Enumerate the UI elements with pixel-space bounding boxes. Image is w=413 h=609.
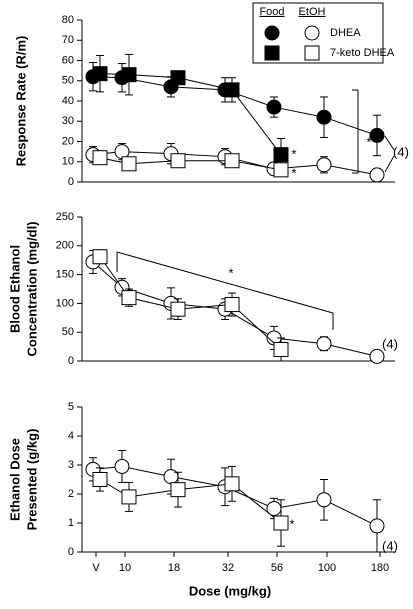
data-point xyxy=(316,109,332,125)
annotation: * xyxy=(291,146,296,161)
data-point xyxy=(170,482,186,498)
y-tick-label: 40 xyxy=(62,95,74,107)
data-point xyxy=(273,162,289,178)
data-point xyxy=(92,66,108,82)
annotation: * xyxy=(228,265,233,280)
y-tick-label: 50 xyxy=(62,326,74,338)
data-point xyxy=(224,82,240,98)
legend-header: EtOH xyxy=(299,6,326,18)
data-point xyxy=(121,67,137,83)
annotation: (4) xyxy=(382,336,398,351)
annotation: (4) xyxy=(382,538,398,553)
y-tick-label: 0 xyxy=(68,355,74,367)
data-point xyxy=(273,515,289,531)
y-tick-label: 80 xyxy=(62,14,74,26)
y-axis-label: Response Rate (R/m) xyxy=(13,36,28,167)
x-tick-label: 32 xyxy=(222,562,234,574)
y-tick-label: 70 xyxy=(62,34,74,46)
data-point xyxy=(264,25,280,41)
x-tick-label: 10 xyxy=(119,562,131,574)
y-tick-label: 0 xyxy=(68,176,74,188)
x-tick-label: V xyxy=(92,562,100,574)
data-point xyxy=(266,99,282,115)
data-point xyxy=(121,489,137,505)
data-point xyxy=(369,167,385,183)
data-point xyxy=(92,150,108,166)
data-point xyxy=(121,290,137,306)
data-point xyxy=(316,492,332,508)
data-point xyxy=(224,297,240,313)
data-point xyxy=(369,348,385,364)
data-point xyxy=(304,45,320,61)
data-point xyxy=(170,301,186,317)
y-tick-label: 3 xyxy=(68,459,74,471)
data-point xyxy=(316,157,332,173)
data-point xyxy=(316,336,332,352)
annotation: (4) xyxy=(393,144,409,159)
annotation: * xyxy=(289,516,294,531)
y-tick-label: 0 xyxy=(68,546,74,558)
y-tick-label: 250 xyxy=(56,211,74,223)
y-tick-label: 60 xyxy=(62,54,74,66)
data-point xyxy=(121,156,137,172)
y-tick-label: 10 xyxy=(62,156,74,168)
x-axis-label: Dose (mg/kg) xyxy=(189,583,271,598)
data-point xyxy=(224,153,240,169)
data-point xyxy=(114,458,130,474)
y-axis-label: Ethanol Dose xyxy=(7,438,22,521)
x-tick-label: 180 xyxy=(371,562,389,574)
y-tick-label: 150 xyxy=(56,269,74,281)
x-tick-label: 100 xyxy=(318,562,336,574)
y-tick-label: 1 xyxy=(68,517,74,529)
y-tick-label: 100 xyxy=(56,297,74,309)
bracket xyxy=(116,251,334,314)
data-point xyxy=(92,472,108,487)
y-tick-label: 5 xyxy=(68,401,74,413)
data-point xyxy=(170,153,186,169)
legend-header: Food xyxy=(259,6,284,18)
data-point xyxy=(304,25,320,41)
annotation: * xyxy=(366,134,371,149)
data-point xyxy=(369,518,385,534)
y-tick-label: 200 xyxy=(56,240,74,252)
data-point xyxy=(224,476,240,492)
x-tick-label: 56 xyxy=(271,562,283,574)
y-tick-label: 30 xyxy=(62,115,74,127)
data-point xyxy=(273,147,289,163)
annotation: * xyxy=(291,165,296,180)
data-point xyxy=(163,469,179,485)
y-tick-label: 20 xyxy=(62,135,74,147)
y-axis-label: Concentration (mg/dl) xyxy=(24,221,39,356)
legend-label: DHEA xyxy=(330,27,361,39)
data-point xyxy=(273,341,289,357)
data-point xyxy=(92,249,108,265)
y-axis-label: Presented (g/kg) xyxy=(24,429,39,531)
y-axis-label: Blood Ethanol xyxy=(7,245,22,333)
data-point xyxy=(170,70,186,86)
y-tick-label: 50 xyxy=(62,75,74,87)
x-tick-label: 18 xyxy=(168,562,180,574)
bracket xyxy=(384,155,395,173)
data-point xyxy=(369,127,385,143)
y-tick-label: 4 xyxy=(68,430,74,442)
y-tick-label: 2 xyxy=(68,488,74,500)
series-line xyxy=(99,73,282,155)
bracket xyxy=(384,135,395,151)
data-point xyxy=(264,45,280,61)
legend-label: 7-keto DHEA xyxy=(330,47,395,59)
